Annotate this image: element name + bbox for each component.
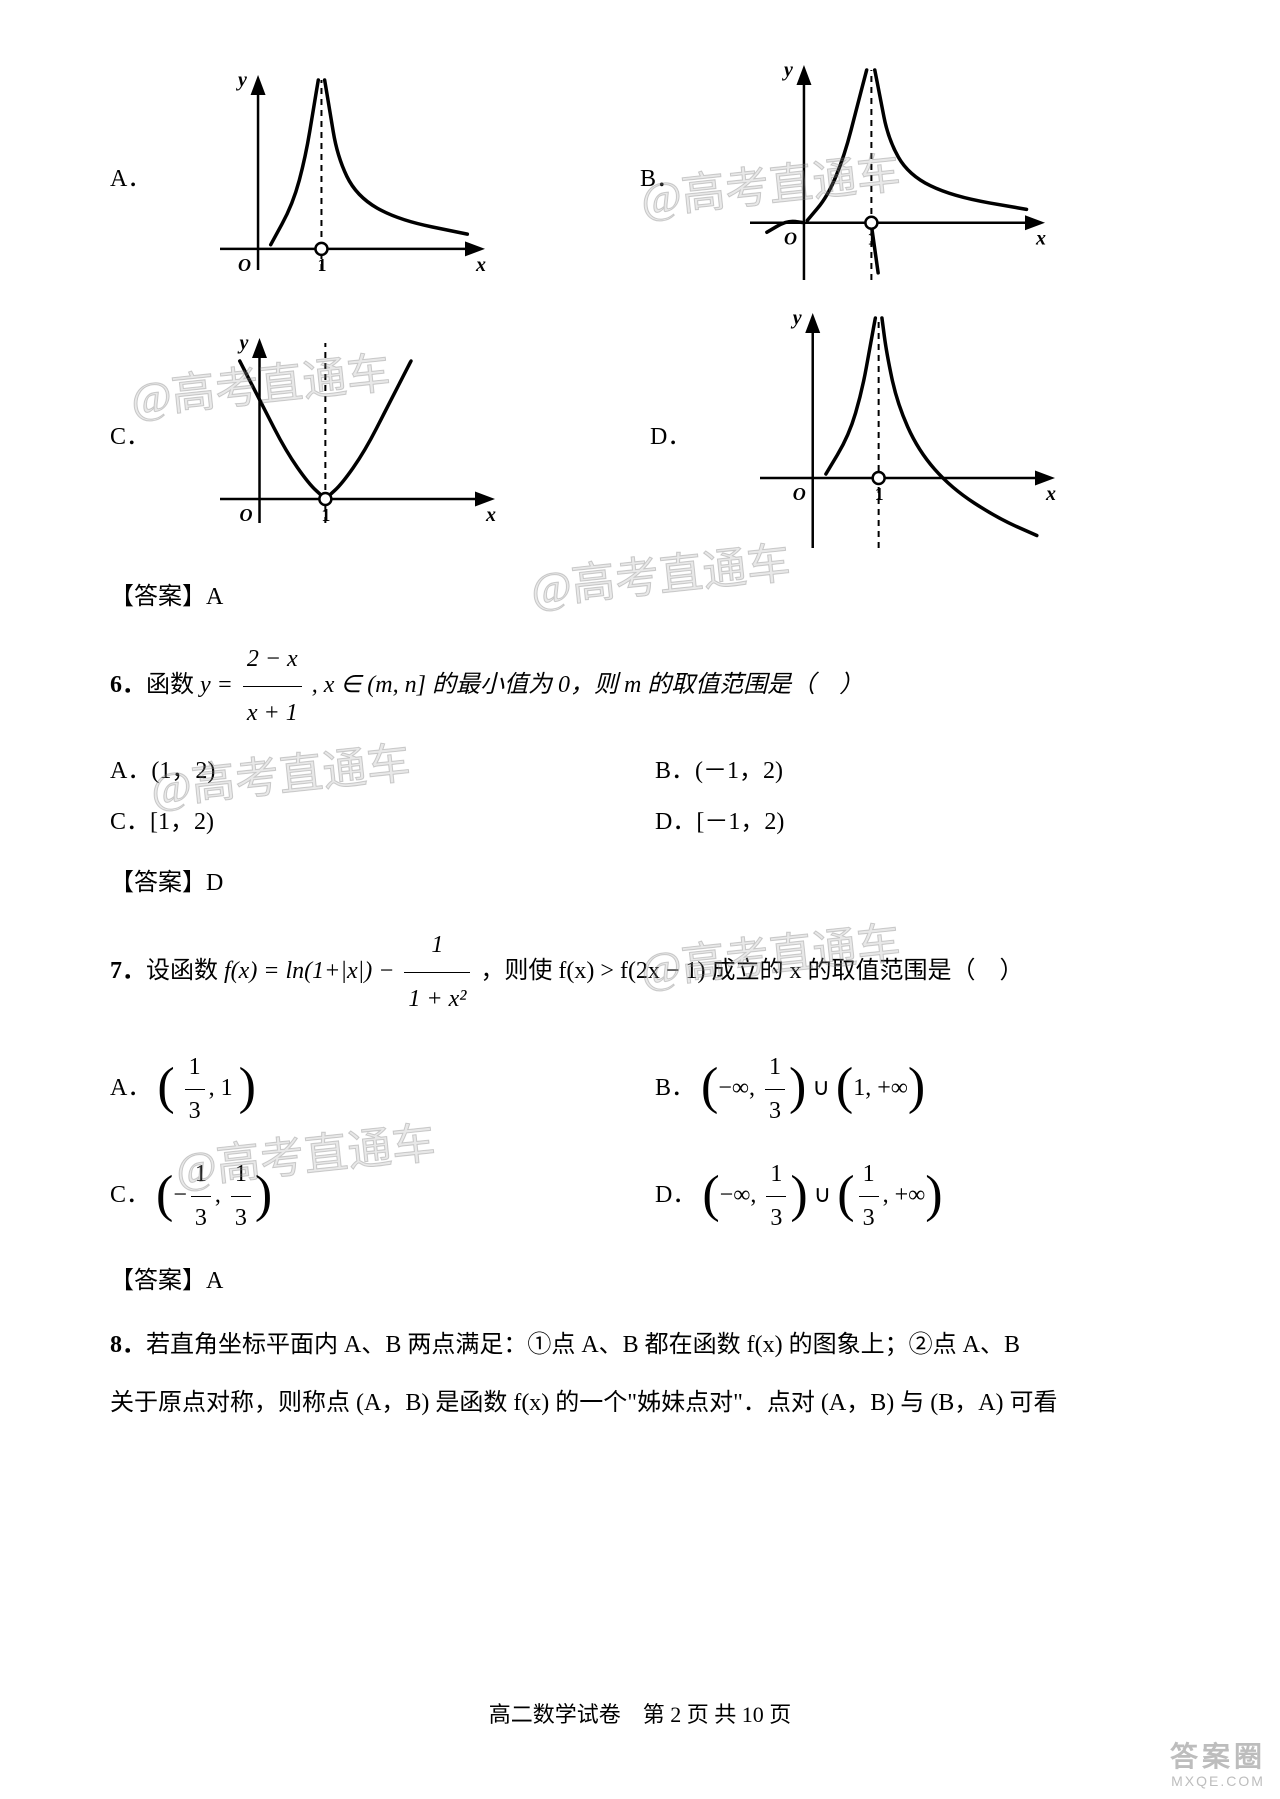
answer-prefix: 【答案】 (110, 584, 206, 610)
q6-opt-B: B．(－1，2) (625, 750, 1170, 793)
q6-opt-C: C．[1，2) (110, 801, 625, 844)
svg-text:1: 1 (875, 484, 884, 504)
q8-num: 8． (110, 1332, 146, 1358)
q6-eq-left: y = (200, 672, 239, 698)
svg-text:1: 1 (317, 255, 326, 275)
q5-row-1: A． x y O 1 B． x y O 1 (110, 60, 1170, 290)
opt-label: A． (110, 1075, 151, 1101)
q6-opt-A: A．(1，2) (110, 750, 625, 793)
q7-frac-den: 1 + x² (404, 973, 470, 1026)
svg-text:O: O (793, 484, 806, 504)
q6-post: , x ∈ (m, n] 的最小值为 0，则 m 的取值范围是（ ） (312, 672, 864, 698)
q6-num: 6． (110, 672, 146, 698)
logo-line1: 答案圈 (1170, 1735, 1266, 1775)
svg-text:x: x (485, 504, 496, 526)
q7-func: f(x) = ln(1+|x|) − (224, 958, 400, 984)
logo-line2: MXQE.COM (1170, 1773, 1266, 1789)
site-logo: 答案圈 MXQE.COM (1170, 1735, 1266, 1789)
q6-answer: 【答案】D (110, 862, 1170, 897)
q7-post: ，则使 f(x) > f(2x − 1) 成立的 x 的取值范围是（ ） (480, 958, 1023, 984)
q7-opt-B: B． (−∞, 13) ∪ (1, +∞) (625, 1046, 1170, 1133)
footer-title: 高二数学试卷 (489, 1702, 621, 1727)
q5-graph-A: x y O 1 (210, 70, 490, 280)
q5-option-A-label: A． (110, 158, 150, 193)
q7-opt-C: C． (−13, 13) (110, 1153, 625, 1240)
q5-option-C-label: C． (110, 416, 150, 451)
q6-pre: 函数 (146, 672, 200, 698)
page-footer: 高二数学试卷 第 2 页 共 10 页 (0, 1697, 1280, 1729)
svg-text:O: O (238, 255, 251, 275)
answer-value: D (206, 870, 223, 896)
svg-text:x: x (475, 254, 486, 276)
q5-option-B-label: B． (640, 158, 680, 193)
q7-options-2: C． (−13, 13) D． (−∞, 13) ∪ (13, +∞) (110, 1153, 1170, 1240)
svg-text:x: x (1035, 228, 1046, 250)
q7-pre: 设函数 (146, 958, 224, 984)
q6-frac-den: x + 1 (243, 687, 302, 740)
svg-text:y: y (782, 60, 793, 81)
svg-text:x: x (1045, 483, 1056, 505)
q6-fraction: 2 − x x + 1 (243, 633, 302, 740)
q5-option-D-label: D． (650, 416, 690, 451)
q8-line1: 若直角坐标平面内 A、B 两点满足：①点 A、B 都在函数 f(x) 的图象上；… (146, 1332, 1020, 1358)
footer-page: 第 2 页 共 10 页 (643, 1702, 792, 1727)
q7-frac-num: 1 (404, 919, 470, 973)
answer-value: A (206, 584, 223, 610)
q6-options-2: C．[1，2) D．[－1，2) (110, 801, 1170, 844)
opt-label: B． (655, 1075, 695, 1101)
q5-graph-D: x y O 1 (750, 308, 1060, 558)
q7-fraction: 1 1 + x² (404, 919, 470, 1026)
q8-line2: 关于原点对称，则称点 (A，B) 是函数 f(x) 的一个"姊妹点对"．点对 (… (110, 1390, 1058, 1416)
q6-text: 6．函数 y = 2 − x x + 1 , x ∈ (m, n] 的最小值为 … (110, 633, 1170, 740)
svg-text:1: 1 (321, 505, 330, 525)
q8-text: 8．若直角坐标平面内 A、B 两点满足：①点 A、B 都在函数 f(x) 的图象… (110, 1317, 1170, 1432)
q5-graph-B: xyO1 (740, 60, 1050, 290)
q6-frac-num: 2 − x (243, 633, 302, 687)
svg-text:y: y (791, 308, 802, 329)
q6-opt-D: D．[－1，2) (625, 801, 1170, 844)
q5-answer: 【答案】A (110, 576, 1170, 611)
q7-answer: 【答案】A (110, 1260, 1170, 1295)
answer-prefix: 【答案】 (110, 870, 206, 896)
svg-text:y: y (236, 70, 247, 91)
q7-options-1: A． ( 13, 1 ) B． (−∞, 13) ∪ (1, +∞) (110, 1046, 1170, 1133)
answer-value: A (206, 1268, 223, 1294)
svg-text:O: O (240, 505, 253, 525)
q7-text: 7．设函数 f(x) = ln(1+|x|) − 1 1 + x² ，则使 f(… (110, 919, 1170, 1026)
answer-prefix: 【答案】 (110, 1268, 206, 1294)
q5-row-2: C． x y O 1 D． x y O 1 (110, 308, 1170, 558)
svg-text:y: y (238, 333, 249, 354)
q7-opt-D: D． (−∞, 13) ∪ (13, +∞) (625, 1153, 1170, 1240)
q7-num: 7． (110, 958, 146, 984)
q6-options-1: A．(1，2) B．(－1，2) (110, 750, 1170, 793)
q7-opt-A: A． ( 13, 1 ) (110, 1046, 625, 1133)
q5-graph-C: x y O 1 (210, 333, 500, 533)
svg-text:O: O (784, 229, 797, 249)
